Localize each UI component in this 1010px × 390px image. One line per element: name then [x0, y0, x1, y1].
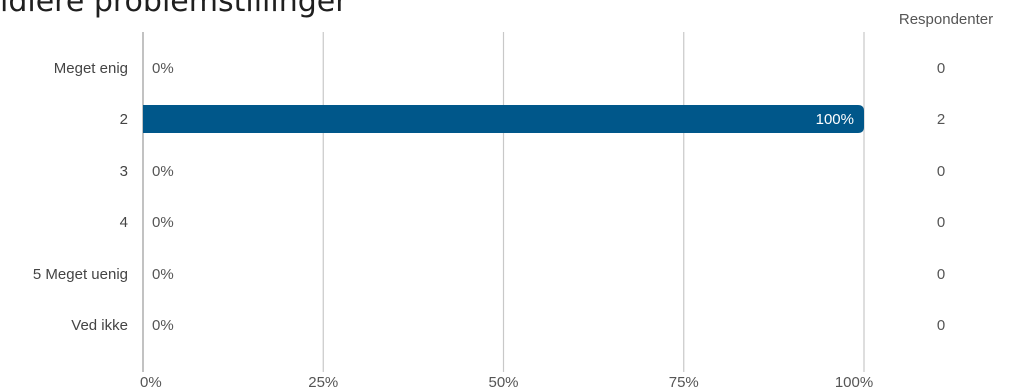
respondents-header: Respondenter [899, 11, 993, 28]
bars [143, 105, 864, 133]
chart-title: idiere problemstillinger [0, 0, 348, 19]
category-label: 3 [120, 163, 128, 180]
bar-value-label: 0% [152, 266, 174, 283]
x-tick-label: 50% [488, 374, 518, 390]
respondent-count: 0 [937, 214, 945, 231]
respondent-count: 0 [937, 317, 945, 334]
x-tick-label: 75% [669, 374, 699, 390]
respondent-count: 0 [937, 266, 945, 283]
bar-value-label: 0% [152, 317, 174, 334]
labels: 0% 25% 50% 75% 100% Respondenter Meget enig 0% 0… [33, 11, 993, 390]
x-tick-label: 25% [308, 374, 338, 390]
category-label: 4 [120, 214, 128, 231]
category-label: Ved ikke [71, 317, 128, 334]
bar-value-label: 0% [152, 60, 174, 77]
x-tick-label: 0% [140, 374, 162, 390]
category-label: Meget enig [54, 60, 128, 77]
category-label: 2 [120, 111, 128, 128]
bar-value-label: 0% [152, 163, 174, 180]
respondent-count: 0 [937, 60, 945, 77]
respondent-count: 2 [937, 111, 945, 128]
category-label: 5 Meget uenig [33, 266, 128, 283]
x-tick-label: 100% [835, 374, 873, 390]
respondent-count: 0 [937, 163, 945, 180]
bar [143, 105, 864, 133]
gridlines [142, 32, 865, 372]
bar-value-label: 0% [152, 214, 174, 231]
bar-value-label: 100% [816, 111, 854, 128]
